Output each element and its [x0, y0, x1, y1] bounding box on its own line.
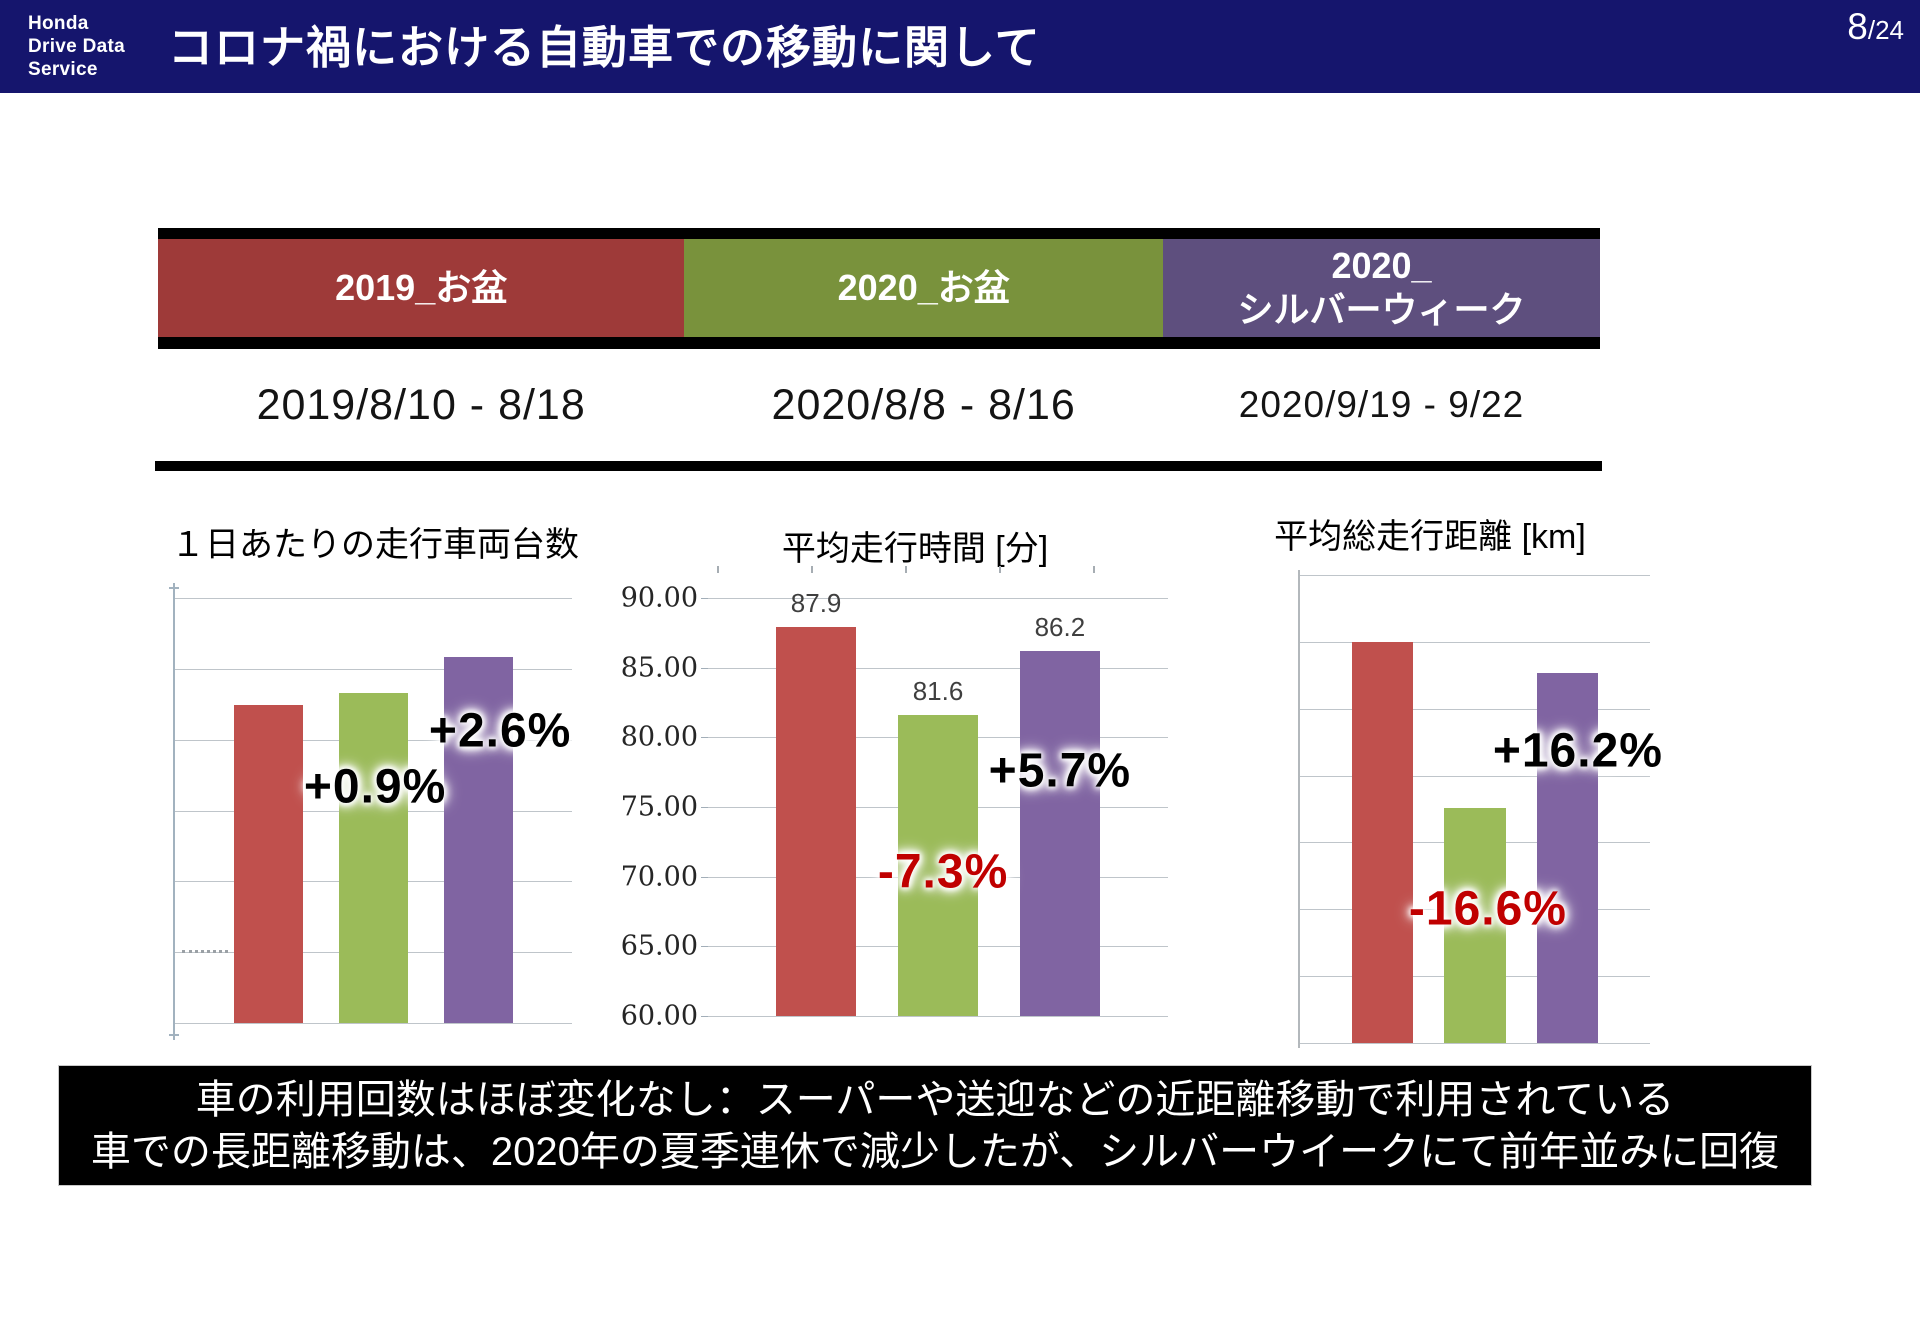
- y-axis-tick-label: 90.00: [620, 582, 698, 614]
- period-header-2019-obon: 2019_お盆: [158, 239, 685, 337]
- bar-2020_シルバーウィーク: [443, 657, 514, 1023]
- section-divider-line: [155, 461, 1602, 471]
- period-header-row: 2019_お盆 2020_お盆 2020_ シルバーウィーク: [158, 228, 1600, 349]
- page-title: コロナ禍における自動車での移動に関して: [168, 22, 1041, 73]
- chart-avg-drive-time-y-axis-labels: 90.00 85.00 80.00 75.00 70.00 65.00 60.00: [613, 583, 698, 1032]
- gridline: [701, 598, 1168, 599]
- period-header-2020-silver-week: 2020_ シルバーウィーク: [1163, 239, 1600, 337]
- date-range-2020-obon: 2020/8/8 - 8/16: [771, 380, 1076, 429]
- change-annotation: -16.6%: [1408, 882, 1567, 936]
- gridline: [1300, 708, 1650, 710]
- gridline: [175, 598, 572, 599]
- gridline: [175, 668, 572, 670]
- change-annotation: +0.9%: [303, 760, 447, 814]
- bar-2019_お盆: [775, 627, 857, 1016]
- bar-value-label: 81.6: [912, 676, 964, 707]
- gridline: [175, 1023, 572, 1024]
- chart-daily-vehicles-title: １日あたりの走行車両台数: [171, 526, 579, 564]
- chart-daily-vehicles-y-axis: [169, 583, 179, 1040]
- gridline: [1300, 575, 1650, 576]
- chart-daily-vehicles-plot: +0.9% +2.6%: [175, 598, 572, 1024]
- gridline: [1300, 641, 1650, 643]
- period-comparison-table: 2019_お盆 2020_お盆 2020_ シルバーウィーク 2019/8/10…: [158, 228, 1600, 461]
- bar-value-label: 86.2: [1034, 612, 1086, 643]
- page-number-total: /24: [1867, 15, 1904, 45]
- change-annotation: -7.3%: [877, 845, 1009, 899]
- bar-2020_シルバーウィーク: [1019, 651, 1101, 1016]
- change-annotation: +16.2%: [1492, 724, 1663, 778]
- bar-2020_お盆: [338, 693, 409, 1023]
- header-bar: Honda Drive Data Service コロナ禍における自動車での移動…: [0, 0, 1920, 93]
- gridline: [701, 667, 1168, 669]
- y-axis-tick-label: 80.00: [620, 721, 698, 753]
- logo-line-1: Honda: [28, 13, 89, 34]
- period-header-2020-obon: 2020_お盆: [684, 239, 1164, 337]
- chart-avg-drive-time-top-ticks: [717, 566, 1169, 573]
- logo-line-3: Service: [28, 59, 98, 80]
- change-annotation: +5.7%: [988, 744, 1132, 798]
- y-axis-tick-label: 60.00: [620, 1000, 698, 1032]
- bar-value-label: 87.9: [790, 588, 842, 619]
- date-range-2019-obon: 2019/8/10 - 8/18: [256, 380, 586, 429]
- erased-axis-label-artifact: [182, 950, 228, 953]
- change-annotation: +2.6%: [428, 704, 572, 758]
- y-axis-tick-label: 65.00: [620, 930, 698, 962]
- chart-avg-drive-time-title: 平均走行時間 [分]: [781, 530, 1049, 568]
- bar-2020_シルバーウィーク: [1537, 672, 1599, 1043]
- chart-avg-total-distance-plot: -16.6% +16.2%: [1300, 575, 1662, 1044]
- logo-line-2: Drive Data: [28, 36, 125, 57]
- bar-2020_お盆: [1444, 808, 1506, 1043]
- y-axis-tick-label: 85.00: [620, 652, 698, 684]
- page-number: 8 /24: [1847, 6, 1904, 48]
- y-axis-tick-label: 75.00: [620, 791, 698, 823]
- y-axis-tick-label: 70.00: [620, 861, 698, 893]
- summary-line-1: 車の利用回数はほぼ変化なし：スーパーや送迎などの近距離移動で利用されている: [195, 1077, 1675, 1122]
- gridline: [1300, 775, 1650, 777]
- gridline: [701, 1016, 1168, 1017]
- bar-2019_お盆: [1351, 641, 1413, 1043]
- period-dates-row: 2019/8/10 - 8/18 2020/8/8 - 8/16 2020/9/…: [158, 349, 1600, 461]
- bar-2020_お盆: [897, 715, 979, 1016]
- honda-drive-data-service-logo: Honda Drive Data Service: [28, 12, 125, 81]
- summary-line-2: 車での長距離移動は、2020年の夏季連休で減少したが、シルバーウイークにて前年並…: [90, 1129, 1780, 1174]
- bar-2019_お盆: [233, 705, 304, 1023]
- chart-avg-total-distance-y-axis: [1298, 570, 1300, 1048]
- date-range-2020-silver-week: 2020/9/19 - 9/22: [1238, 384, 1525, 425]
- chart-avg-total-distance-title: 平均総走行距離 [km]: [1274, 518, 1586, 556]
- chart-avg-drive-time-plot: 87.9 81.6 86.2 -7.3% +5.7%: [701, 588, 1168, 1017]
- summary-banner: 車の利用回数はほぼ変化なし：スーパーや送迎などの近距離移動で利用されている 車で…: [58, 1065, 1812, 1186]
- page-number-current: 8: [1847, 6, 1868, 47]
- gridline: [1300, 1043, 1650, 1044]
